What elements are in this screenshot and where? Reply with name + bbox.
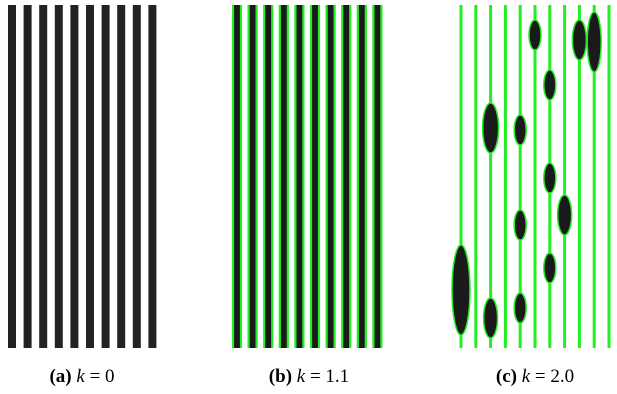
stripe (233, 5, 241, 348)
bulge (514, 115, 526, 145)
bulge (587, 12, 601, 72)
stripe (8, 5, 16, 348)
stripe (86, 5, 94, 348)
caption-label: (b) (269, 366, 292, 387)
stripe (117, 5, 125, 348)
bulge (483, 103, 499, 153)
bulge (544, 163, 556, 193)
caption: (b) k = 1.1 (219, 366, 399, 388)
caption-value: = 2.0 (535, 366, 574, 387)
stripe (373, 5, 381, 348)
figure: (a) k = 0 (b) k = 1.1 (c) k = 2.0 (0, 0, 617, 394)
stripe (295, 5, 303, 348)
stripe (148, 5, 156, 348)
stripe (280, 5, 288, 348)
bulge (484, 298, 498, 338)
stripe (249, 5, 257, 348)
bulge (529, 20, 541, 50)
stripe-images (0, 0, 617, 360)
stripe (358, 5, 366, 348)
stripe (311, 5, 319, 348)
caption-label: (a) (49, 366, 71, 387)
caption-value: = 1.1 (310, 366, 349, 387)
caption: (a) k = 0 (0, 366, 172, 388)
stripe (327, 5, 335, 348)
stripe (133, 5, 141, 348)
stripe (24, 5, 32, 348)
bulge (452, 245, 470, 335)
caption-symbol: k (297, 366, 305, 387)
caption-symbol: k (522, 366, 530, 387)
stripe (70, 5, 78, 348)
caption-value: = 0 (90, 366, 115, 387)
bulge (514, 210, 526, 240)
bulge (514, 293, 526, 323)
stripe (102, 5, 110, 348)
bulge (558, 195, 572, 235)
caption-label: (c) (496, 366, 517, 387)
caption-symbol: k (76, 366, 84, 387)
stripe (55, 5, 63, 348)
bulge (572, 20, 586, 60)
stripe (264, 5, 272, 348)
bulge (544, 70, 556, 100)
stripe (342, 5, 350, 348)
caption: (c) k = 2.0 (445, 366, 617, 388)
stripe (39, 5, 47, 348)
bulge (544, 253, 556, 283)
